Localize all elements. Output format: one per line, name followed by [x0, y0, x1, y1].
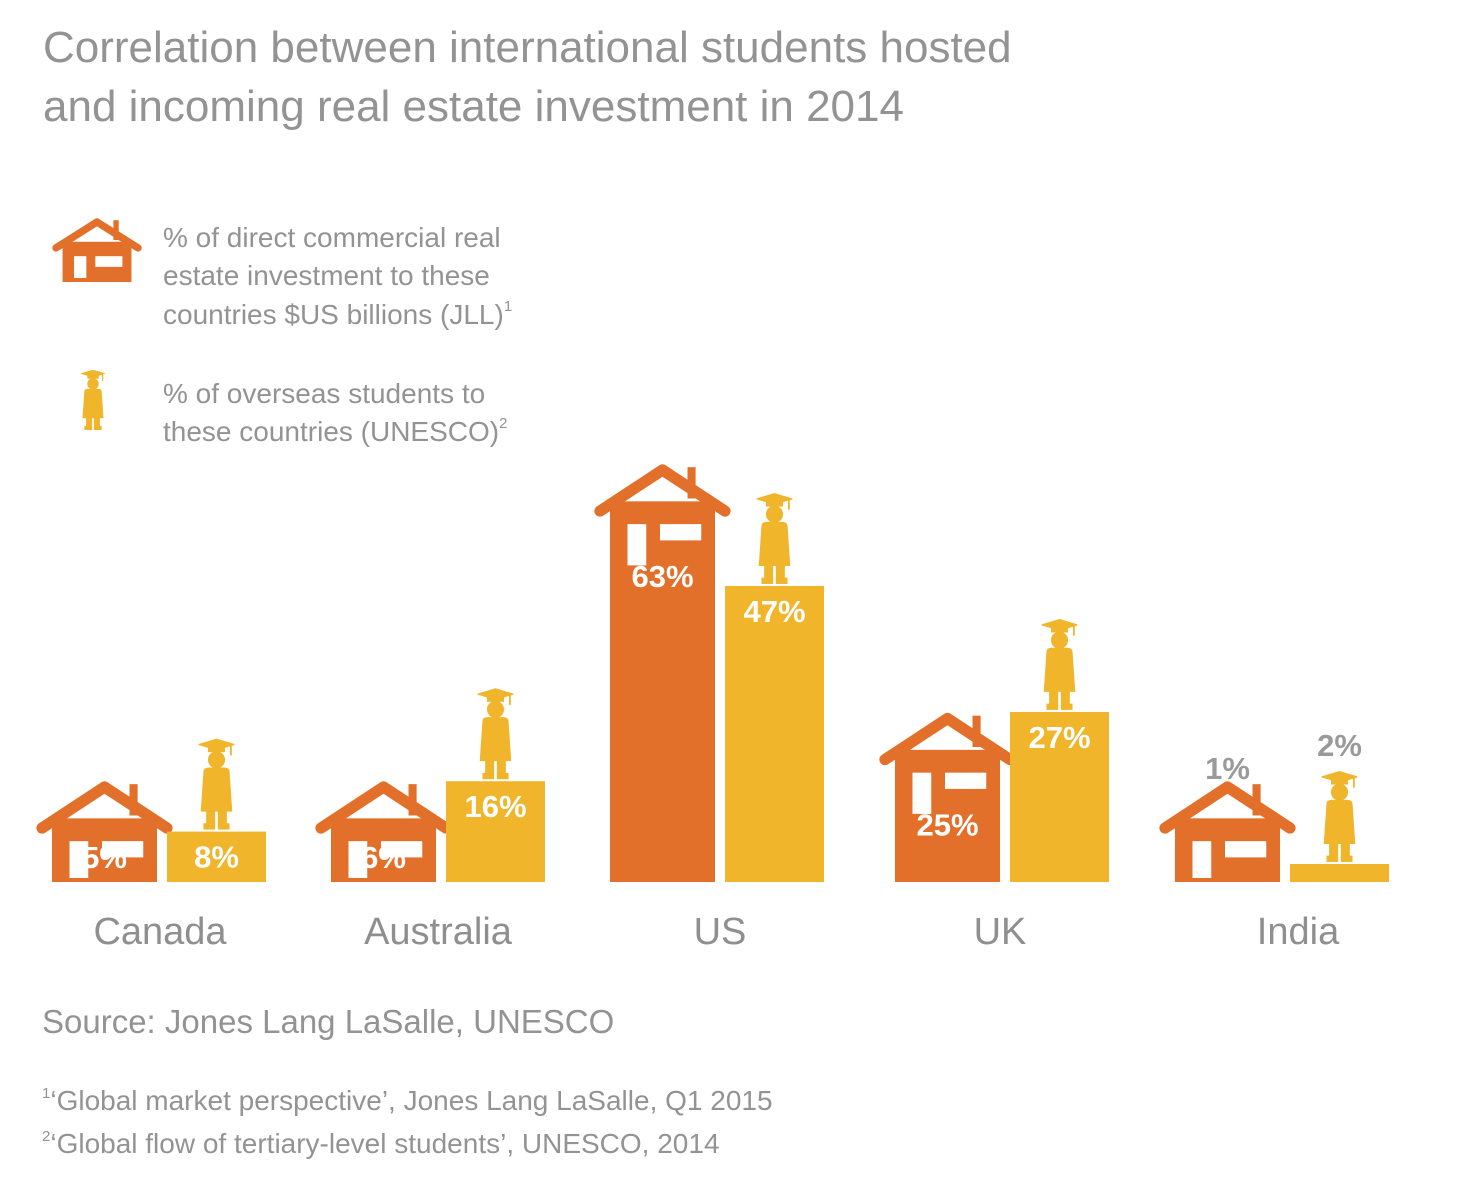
- value-label-students-uk: 27%: [1028, 720, 1090, 755]
- legend: % of direct commercial real estate inves…: [52, 218, 512, 447]
- value-label-students-canada: 8%: [194, 840, 239, 875]
- value-label-students-us: 47%: [743, 594, 805, 629]
- footnote-2-num: 2: [42, 1128, 50, 1145]
- legend-house-line-3: countries $US billions (JLL)1: [163, 298, 512, 330]
- footnote-2-text: ‘Global flow of tertiary-level students’…: [50, 1128, 719, 1159]
- legend-house-icon: [52, 218, 142, 282]
- graduate-icon-australia: [477, 687, 514, 780]
- footnote-2: 2‘Global flow of tertiary-level students…: [42, 1128, 720, 1159]
- legend-graduate-icon: [81, 370, 105, 430]
- category-label-us: US: [694, 911, 747, 953]
- legend-grad-line-2: these countries (UNESCO)2: [163, 415, 507, 447]
- source-note: Source: Jones Lang LaSalle, UNESCO: [42, 1003, 614, 1040]
- student-bar-canada: [167, 831, 266, 882]
- legend-house-line-1: % of direct commercial real: [163, 222, 501, 253]
- legend-grad-line-1: % of overseas students to: [163, 378, 485, 409]
- house-bar-canada: [36, 781, 173, 882]
- value-label-investment-canada: 5%: [82, 840, 127, 875]
- chart-marks: 5% 8% 6% 16% 63% 47% 25% 27% 1% 2%: [36, 464, 1389, 882]
- value-label-investment-uk: 25%: [916, 808, 978, 843]
- house-bar-uk: [879, 712, 1016, 882]
- value-label-students-australia: 16%: [464, 789, 526, 824]
- student-bar-uk: [1010, 711, 1109, 882]
- graduate-icon-uk: [1041, 618, 1078, 711]
- chart-title: Correlation between international studen…: [43, 23, 1012, 131]
- footnote-1: 1‘Global market perspective’, Jones Lang…: [42, 1085, 773, 1116]
- house-bar-australia: [315, 781, 452, 882]
- house-bar-us: [594, 464, 731, 882]
- value-label-investment-australia: 6%: [361, 840, 406, 875]
- footnote-1-num: 1: [42, 1085, 50, 1102]
- legend-house-line-2: estate investment to these: [163, 260, 490, 291]
- legend-house-line-3-text: countries $US billions (JLL): [163, 299, 504, 330]
- value-label-investment-us: 63%: [631, 559, 693, 594]
- title-line-1: Correlation between international studen…: [43, 23, 1012, 72]
- value-label-investment-india: 1%: [1205, 751, 1250, 786]
- graduate-icon-us: [756, 492, 793, 585]
- house-bar-india: [1159, 781, 1296, 882]
- student-bar-us: [725, 586, 824, 882]
- legend-house-sup: 1: [504, 298, 512, 315]
- category-label-india: India: [1257, 911, 1340, 953]
- category-label-canada: Canada: [93, 911, 227, 953]
- footnote-1-text: ‘Global market perspective’, Jones Lang …: [50, 1085, 772, 1116]
- category-label-australia: Australia: [364, 911, 513, 953]
- graduate-icon-india: [1321, 770, 1358, 863]
- student-bar-australia: [446, 781, 545, 882]
- value-label-students-india: 2%: [1317, 728, 1362, 763]
- footnotes: 1‘Global market perspective’, Jones Lang…: [42, 1085, 773, 1159]
- category-label-uk: UK: [974, 911, 1027, 953]
- student-bar-india: [1290, 864, 1389, 882]
- title-line-2: and incoming real estate investment in 2…: [43, 82, 904, 131]
- legend-grad-sup: 2: [499, 415, 507, 432]
- graduate-icon-canada: [198, 738, 235, 831]
- category-labels: Canada Australia US UK India: [93, 911, 1340, 953]
- legend-grad-line-2-text: these countries (UNESCO): [163, 416, 499, 447]
